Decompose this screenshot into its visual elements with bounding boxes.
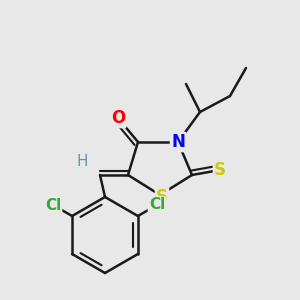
Text: O: O: [111, 109, 125, 127]
Text: N: N: [171, 133, 185, 151]
Text: H: H: [76, 154, 88, 169]
Text: Cl: Cl: [45, 197, 61, 212]
Text: S: S: [214, 161, 226, 179]
Text: S: S: [156, 188, 168, 206]
Text: Cl: Cl: [149, 197, 165, 212]
